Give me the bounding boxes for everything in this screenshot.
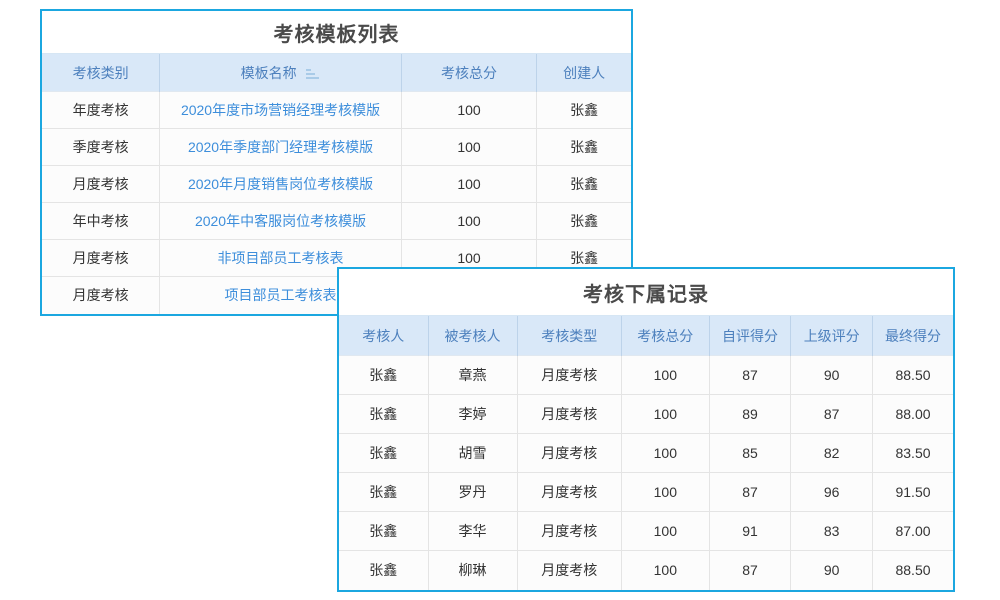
table-row: 张鑫 罗丹 月度考核 100 87 96 91.50 [339, 472, 953, 512]
table-row: 张鑫 李华 月度考核 100 91 83 87.00 [339, 511, 953, 551]
cell-superior-score: 82 [790, 433, 873, 473]
cell-self-score: 87 [708, 472, 791, 512]
header-row: 考核类别 模板名称 考核总分 创建人 [42, 53, 631, 92]
table-row: 张鑫 胡雪 月度考核 100 85 82 83.50 [339, 433, 953, 473]
cell-final-score: 88.50 [872, 550, 953, 590]
cell-assessee: 胡雪 [427, 433, 518, 473]
cell-superior-score: 96 [790, 472, 873, 512]
cell-superior-score: 90 [790, 355, 873, 395]
cell-assess-type: 月度考核 [516, 394, 622, 434]
cell-assess-type: 月度考核 [516, 550, 622, 590]
cell-final-score: 88.00 [872, 394, 953, 434]
cell-assessor: 张鑫 [339, 394, 429, 434]
sort-icon[interactable] [306, 68, 320, 80]
cell-total-score: 100 [400, 91, 537, 129]
col-header-assessee: 被考核人 [427, 315, 518, 356]
col-header-total-score: 考核总分 [620, 315, 710, 356]
cell-self-score: 89 [708, 394, 791, 434]
cell-final-score: 91.50 [872, 472, 953, 512]
cell-total-score: 100 [400, 165, 537, 203]
cell-creator: 张鑫 [536, 91, 631, 129]
cell-self-score: 91 [708, 511, 791, 551]
col-header-template-name-label: 模板名称 [240, 64, 297, 81]
template-link[interactable]: 2020年度市场营销经理考核模版 [180, 102, 381, 118]
cell-total-score: 100 [400, 202, 537, 240]
cell-assessee: 柳琳 [427, 550, 518, 590]
cell-assessor: 张鑫 [339, 511, 429, 551]
cell-total-score: 100 [620, 433, 710, 473]
cell-assessor: 张鑫 [339, 550, 429, 590]
cell-creator: 张鑫 [536, 128, 631, 166]
cell-superior-score: 90 [790, 550, 873, 590]
cell-template-name: 2020年中客服岗位考核模版 [159, 202, 402, 240]
cell-assessor: 张鑫 [339, 472, 429, 512]
template-link[interactable]: 2020年月度销售岗位考核模版 [187, 176, 374, 192]
cell-category: 年度考核 [42, 91, 160, 129]
cell-total-score: 100 [620, 394, 710, 434]
col-header-assessor: 考核人 [339, 315, 429, 356]
cell-total-score: 100 [620, 511, 710, 551]
cell-assess-type: 月度考核 [516, 472, 622, 512]
table-row: 张鑫 柳琳 月度考核 100 87 90 88.50 [339, 550, 953, 590]
cell-template-name: 2020年季度部门经理考核模版 [159, 128, 402, 166]
cell-assessee: 李婷 [427, 394, 518, 434]
template-link[interactable]: 2020年季度部门经理考核模版 [187, 139, 374, 155]
template-link[interactable]: 2020年中客服岗位考核模版 [194, 213, 367, 229]
cell-final-score: 87.00 [872, 511, 953, 551]
table-row: 季度考核 2020年季度部门经理考核模版 100 张鑫 [42, 128, 631, 166]
cell-self-score: 87 [708, 550, 791, 590]
cell-template-name: 2020年月度销售岗位考核模版 [159, 165, 402, 203]
table-row: 张鑫 李婷 月度考核 100 89 87 88.00 [339, 394, 953, 434]
col-header-assess-type: 考核类型 [516, 315, 622, 356]
cell-assess-type: 月度考核 [516, 433, 622, 473]
col-header-creator: 创建人 [536, 53, 631, 92]
cell-category: 月度考核 [42, 239, 160, 277]
col-header-superior-score: 上级评分 [790, 315, 873, 356]
table-row: 月度考核 2020年月度销售岗位考核模版 100 张鑫 [42, 165, 631, 203]
cell-self-score: 87 [708, 355, 791, 395]
cell-superior-score: 87 [790, 394, 873, 434]
table-row: 年度考核 2020年度市场营销经理考核模版 100 张鑫 [42, 91, 631, 129]
cell-category: 年中考核 [42, 202, 160, 240]
table-row: 年中考核 2020年中客服岗位考核模版 100 张鑫 [42, 202, 631, 240]
cell-superior-score: 83 [790, 511, 873, 551]
cell-total-score: 100 [620, 355, 710, 395]
table-row: 张鑫 章燕 月度考核 100 87 90 88.50 [339, 355, 953, 395]
col-header-category: 考核类别 [42, 53, 160, 92]
cell-category: 月度考核 [42, 276, 160, 314]
panel-title: 考核下属记录 [583, 283, 709, 306]
cell-assessor: 张鑫 [339, 355, 429, 395]
cell-final-score: 88.50 [872, 355, 953, 395]
cell-template-name: 2020年度市场营销经理考核模版 [159, 91, 402, 129]
cell-total-score: 100 [620, 472, 710, 512]
cell-assessee: 罗丹 [427, 472, 518, 512]
col-header-self-score: 自评得分 [708, 315, 791, 356]
cell-self-score: 85 [708, 433, 791, 473]
subordinate-records-table: 考核人 被考核人 考核类型 考核总分 自评得分 上级评分 最终得分 张鑫 章燕 … [339, 315, 953, 590]
cell-assessee: 章燕 [427, 355, 518, 395]
header-row: 考核人 被考核人 考核类型 考核总分 自评得分 上级评分 最终得分 [339, 315, 953, 356]
panel-title: 考核模板列表 [273, 23, 400, 46]
sort-bars-glyph [306, 68, 320, 79]
cell-category: 月度考核 [42, 165, 160, 203]
template-link[interactable]: 项目部员工考核表 [224, 287, 337, 304]
cell-assessor: 张鑫 [339, 433, 429, 473]
cell-assess-type: 月度考核 [516, 355, 622, 395]
cell-total-score: 100 [620, 550, 710, 590]
template-list-panel: 考核模板列表 考核类别 模板名称 考核总分 创建人 [40, 9, 633, 316]
cell-total-score: 100 [400, 128, 537, 166]
col-header-final-score: 最终得分 [872, 315, 953, 356]
cell-creator: 张鑫 [536, 165, 631, 203]
cell-assessee: 李华 [427, 511, 518, 551]
subordinate-records-panel: 考核下属记录 考核人 被考核人 考核类型 考核总分 自评得分 上级评分 最终得分… [337, 267, 955, 592]
col-header-total-score: 考核总分 [400, 53, 537, 92]
col-header-template-name[interactable]: 模板名称 [159, 53, 402, 92]
cell-final-score: 83.50 [872, 433, 953, 473]
cell-category: 季度考核 [42, 128, 160, 166]
cell-assess-type: 月度考核 [516, 511, 622, 551]
cell-creator: 张鑫 [536, 202, 631, 240]
template-link[interactable]: 非项目部员工考核表 [217, 250, 344, 266]
